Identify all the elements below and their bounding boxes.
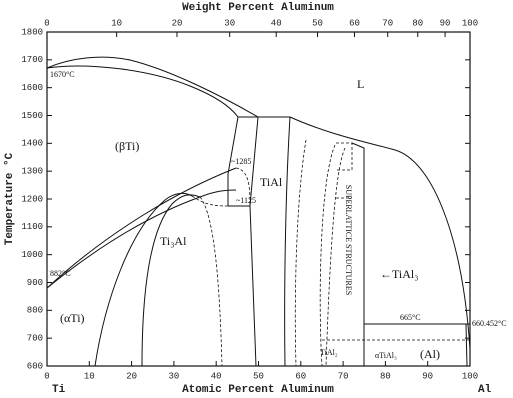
x-tick-label: 90 [422, 371, 433, 381]
beta-transus-lower [46, 189, 237, 289]
top-tick-label: 60 [349, 18, 360, 28]
y-tick-label: 1600 [21, 83, 43, 93]
top-tick-label: 0 [44, 18, 49, 28]
ti3al-left [141, 194, 201, 367]
x-tick-label: 60 [295, 371, 306, 381]
label-superlattice: SUPERLATTICE STRUCTURES [344, 185, 353, 295]
phase-boundaries [46, 56, 471, 367]
ti3al-right [199, 196, 223, 367]
top-tick-label: 10 [111, 18, 122, 28]
x-tick-label: 30 [168, 371, 179, 381]
x-tick-label: 0 [44, 371, 49, 381]
y-tick-label: 1100 [21, 222, 43, 232]
top-tick-label: 50 [312, 18, 323, 28]
label-ti3al: Ti₃Al [160, 234, 187, 248]
beta-boundary [227, 116, 239, 206]
x-axis-title: Atomic Percent Aluminum [182, 384, 334, 396]
y-tick-label: 700 [27, 334, 43, 344]
al-solvus [465, 323, 468, 367]
y-tick-label: 1400 [21, 139, 43, 149]
y-axis-title: Temperature °C [4, 152, 16, 245]
x-tick-label: 100 [462, 371, 478, 381]
label-alpha-ti: (αTi) [60, 311, 85, 325]
label-660: 660.452°C [472, 319, 507, 328]
y-tick-label: 1300 [21, 167, 43, 177]
tial-right-boundary [284, 116, 291, 367]
x-tick-label: 80 [380, 371, 391, 381]
top-tick-label: 40 [271, 18, 282, 28]
x-tick-label: 10 [84, 371, 95, 381]
top-axis-title: Weight Percent Aluminum [182, 2, 334, 14]
x-tick-label: 40 [211, 371, 222, 381]
y-tick-label: 900 [27, 278, 43, 288]
y-tick-label: 1700 [21, 55, 43, 65]
top-tick-label: 90 [440, 18, 451, 28]
label-1285: ~1285 [231, 157, 251, 166]
beta-solidus [46, 65, 239, 118]
label-al: (Al) [420, 347, 440, 361]
alpha-ti3al-left [94, 192, 193, 367]
top-tick-label: 100 [462, 18, 478, 28]
label-665: 665°C [400, 313, 421, 322]
top-tick-label: 20 [172, 18, 183, 28]
label-liquid: L [357, 77, 364, 91]
dashed-tial [294, 139, 307, 367]
label-tial: TiAl [260, 175, 283, 189]
y-tick-label: 800 [27, 306, 43, 316]
y-tick-label: 600 [27, 361, 43, 371]
dashed-tial2 [325, 147, 346, 367]
label-882: 882°C [50, 269, 71, 278]
y-tick-label: 1200 [21, 194, 43, 204]
label-tial2: TiAl₂ [320, 348, 338, 357]
tial3-line [351, 142, 365, 366]
label-alpha-tial3: αTiAl₃ [375, 351, 397, 360]
right-end-label: Al [478, 384, 492, 396]
top-tick-label: 70 [382, 18, 393, 28]
liquidus [46, 56, 471, 350]
dashed-tial2-left [319, 144, 336, 367]
top-tick-label: 80 [412, 18, 423, 28]
label-1670: 1670°C [50, 70, 75, 79]
x-tick-label: 20 [126, 371, 137, 381]
top-tick-label: 30 [224, 18, 235, 28]
dashed-structures [336, 142, 353, 199]
beta-transus-upper [46, 167, 237, 289]
y-tick-label: 1000 [21, 250, 43, 260]
y-tick-label: 1800 [21, 27, 43, 37]
x-tick-label: 50 [253, 371, 264, 381]
label-1125: ~1125 [236, 196, 256, 205]
label-tial3: ←TiAl₃ [380, 267, 418, 281]
y-tick-label: 1500 [21, 111, 43, 121]
tial-left-boundary [249, 116, 259, 367]
left-end-label: Ti [52, 384, 66, 396]
label-beta-ti: (βTi) [115, 139, 139, 153]
x-tick-label: 70 [338, 371, 349, 381]
